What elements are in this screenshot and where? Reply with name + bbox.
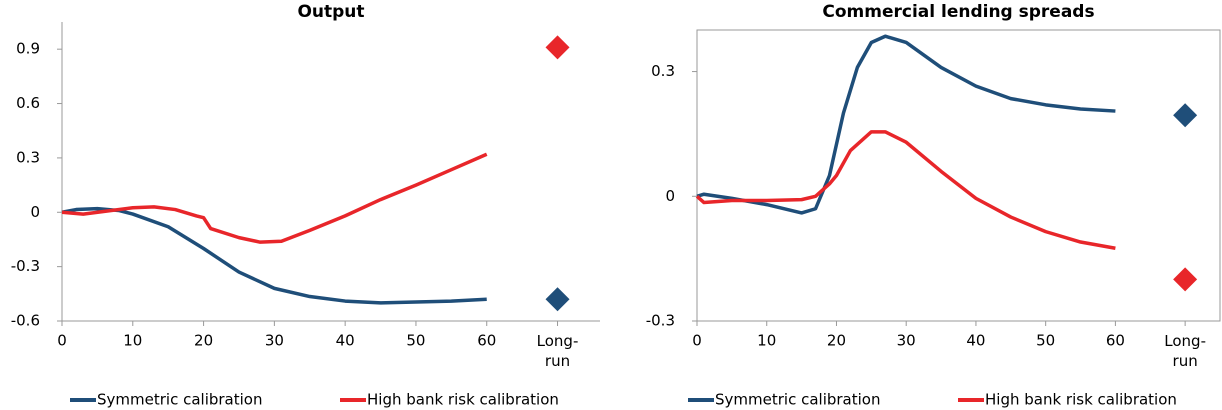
long-run-marker	[545, 35, 570, 60]
x-tick-label: 60	[1106, 332, 1125, 350]
x-tick-label: 20	[194, 332, 213, 350]
x-tick-label: 0	[57, 332, 67, 350]
x-tick-label: 50	[1036, 332, 1055, 350]
x-tick-label: Long-run	[537, 332, 579, 370]
y-tick-label: -0.6	[11, 312, 40, 330]
y-tick-label: 0.3	[16, 148, 40, 166]
line-series	[61, 152, 488, 244]
line-series	[696, 34, 1116, 215]
x-tick-label: 40	[336, 332, 355, 350]
long-run-marker	[1173, 103, 1198, 128]
x-tick-label: 30	[897, 332, 916, 350]
chart-title: Output	[297, 2, 364, 22]
x-tick-label: 50	[406, 332, 425, 350]
x-tick-label: 60	[477, 332, 496, 350]
plot-frame	[696, 29, 1221, 322]
x-tick-label: Long-run	[1164, 332, 1206, 370]
y-tick-label: 0.6	[16, 94, 40, 112]
y-tick-label: 0	[30, 203, 40, 221]
long-run-marker	[1173, 267, 1198, 292]
line-series	[695, 130, 1116, 250]
y-tick-label: 0	[665, 187, 675, 205]
legend-label: High bank risk calibration	[985, 391, 1177, 409]
x-tick-label: 20	[827, 332, 846, 350]
x-tick-label: 10	[123, 332, 142, 350]
x-tick-label: 40	[966, 332, 985, 350]
chart-title: Commercial lending spreads	[822, 2, 1094, 22]
y-tick-label: 0.9	[16, 40, 40, 58]
x-tick-label: 30	[265, 332, 284, 350]
y-tick-label: 0.3	[651, 62, 675, 80]
long-run-marker	[545, 287, 570, 312]
legend-label: High bank risk calibration	[367, 391, 559, 409]
x-tick-label: 0	[692, 332, 702, 350]
y-tick-label: -0.3	[646, 312, 675, 330]
y-tick-label: -0.3	[11, 257, 40, 275]
legend-label: Symmetric calibration	[97, 391, 262, 409]
legend-label: Symmetric calibration	[715, 391, 880, 409]
line-series	[61, 206, 487, 305]
x-tick-label: 10	[757, 332, 776, 350]
